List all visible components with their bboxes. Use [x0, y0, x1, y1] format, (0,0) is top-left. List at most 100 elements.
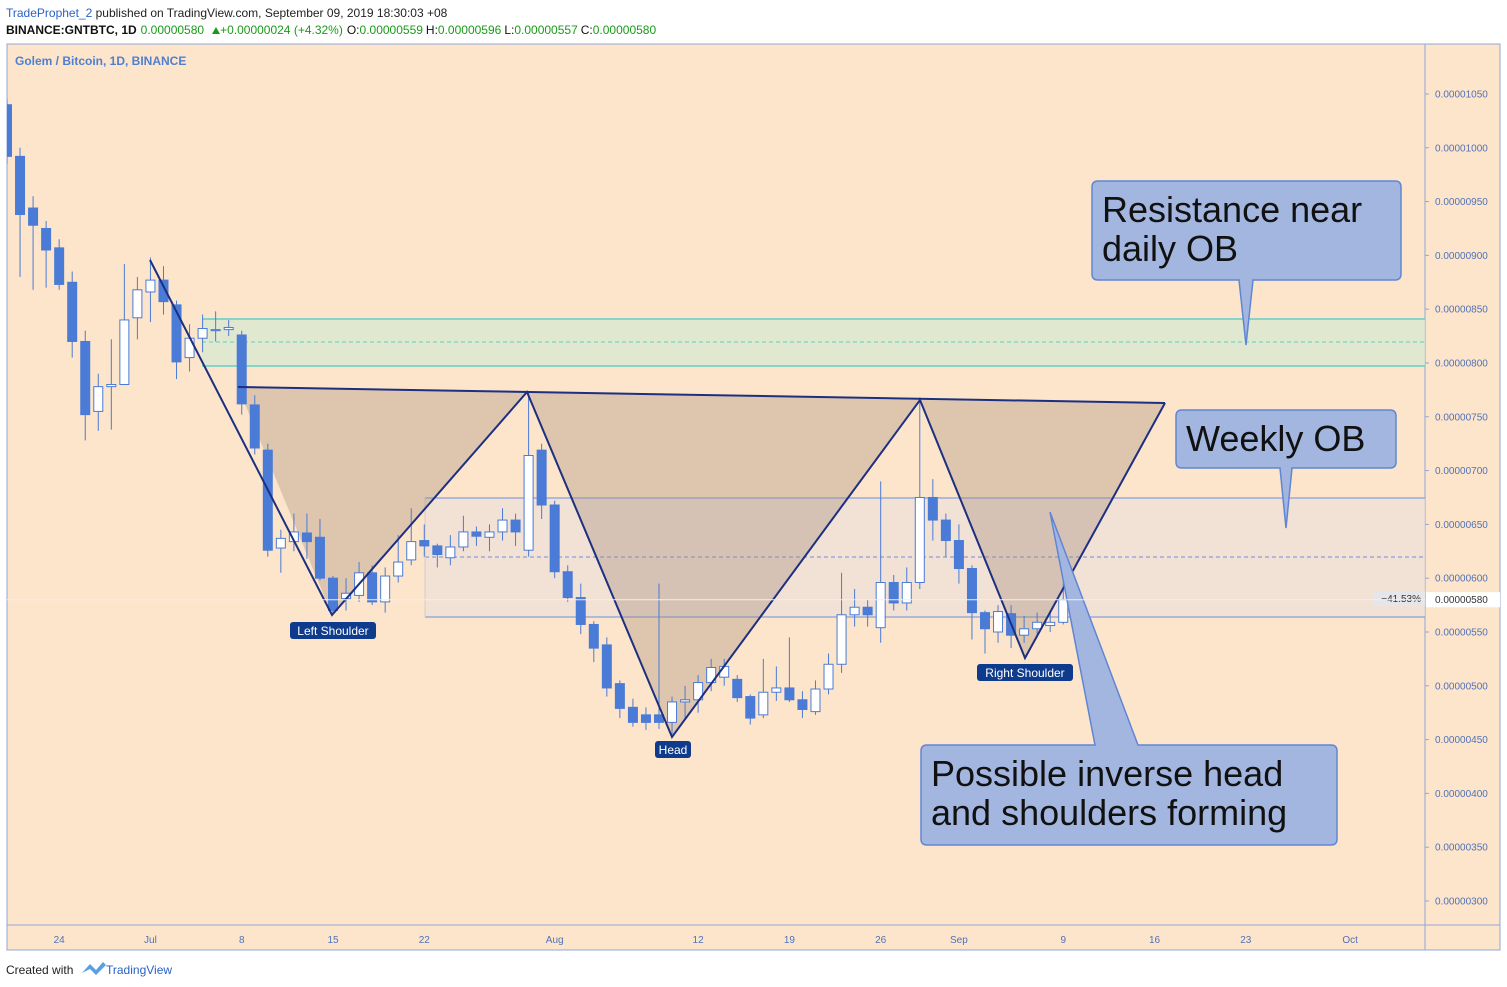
x-tick-label: Jul	[144, 935, 157, 946]
neckline	[237, 386, 1166, 404]
candle-body	[862, 606, 873, 616]
candle-body	[15, 155, 26, 215]
candle-body	[328, 577, 338, 611]
label-box	[977, 664, 1073, 681]
candle-body	[588, 623, 599, 649]
x-tick-label: Aug	[546, 935, 564, 946]
brand-logo	[82, 962, 106, 975]
y-tick-label: 0.00000650	[1435, 520, 1488, 531]
candle-body	[836, 614, 847, 665]
candle-body	[980, 612, 990, 630]
candle-body	[67, 281, 78, 342]
candle-body	[784, 687, 795, 701]
x-tick-label: 16	[1149, 935, 1161, 946]
x-tick-label: 22	[419, 935, 431, 946]
candle-body	[158, 279, 169, 303]
callout-box	[1091, 180, 1402, 346]
ohlc-value: 0.00000596	[438, 23, 502, 37]
last-price-tag	[1426, 592, 1500, 608]
candle-body	[901, 581, 912, 604]
candle-body	[1019, 628, 1030, 636]
candle-body	[510, 519, 521, 533]
ohlc-value: 0.00000559	[360, 23, 424, 37]
up-arrow	[212, 27, 220, 34]
candle-body	[249, 404, 260, 449]
candle-body	[314, 536, 325, 579]
y-tick-label: 0.00000700	[1435, 466, 1488, 477]
footer-brand: TradingView	[106, 963, 172, 977]
y-tick-label: 0.00000350	[1435, 843, 1488, 854]
candle-body	[575, 597, 586, 625]
y-tick-label: 0.00000850	[1435, 305, 1488, 316]
published: published on TradingView.com, September …	[92, 6, 447, 20]
y-tick-label: 0.00000600	[1435, 574, 1488, 585]
candle-body	[106, 383, 117, 388]
candle-body	[940, 519, 951, 542]
x-tick-label: 9	[1060, 935, 1066, 946]
pattern-labels: Left Shoulder Head Right Shoulder	[290, 622, 1073, 758]
candle-body	[484, 531, 495, 538]
y-tick-label: 0.00000950	[1435, 197, 1488, 208]
x-tick-label: 15	[327, 935, 339, 946]
head-label: Head	[659, 743, 688, 757]
candle-body	[497, 519, 508, 533]
label-box	[290, 622, 376, 639]
candle-body	[667, 701, 678, 723]
candle-body	[601, 644, 612, 689]
candle-body	[966, 568, 977, 614]
pattern-lines	[149, 259, 1166, 740]
candle-body	[406, 541, 417, 561]
candle-body	[145, 279, 156, 293]
last-price-label: 0.00000580	[1435, 595, 1488, 606]
candle-body	[849, 606, 860, 616]
candle-body	[745, 696, 756, 719]
head-fill	[527, 392, 920, 737]
candle-body	[523, 455, 534, 551]
footer-created: Created with	[6, 963, 73, 977]
pattern-line	[149, 259, 1166, 740]
candle-body	[771, 687, 782, 693]
measure-box	[1373, 591, 1425, 606]
candle-body	[301, 532, 312, 543]
candle-body	[458, 531, 469, 548]
last: 0.00000580	[141, 23, 205, 37]
author: TradeProphet_2	[6, 6, 93, 20]
x-tick-label: 23	[1240, 935, 1252, 946]
chart-title: Golem / Bitcoin, 1D, BINANCE	[15, 54, 186, 68]
candle-body	[693, 682, 704, 701]
candle-body	[1045, 621, 1056, 627]
ohlc-label: C:	[581, 23, 593, 37]
candle-body	[888, 581, 899, 604]
callout-box	[920, 511, 1338, 846]
candle-body	[627, 706, 638, 723]
x-tick-label: 8	[239, 935, 245, 946]
x-tick-label: 19	[784, 935, 796, 946]
candle-body	[953, 540, 964, 570]
candle-body	[732, 678, 743, 699]
y-tick-label: 0.00000750	[1435, 412, 1488, 423]
candle-body	[914, 496, 925, 583]
x-tick-label: 12	[693, 935, 705, 946]
ohlc-value: 0.00000580	[593, 23, 657, 37]
x-tick-label: 26	[875, 935, 887, 946]
candle-body	[927, 496, 938, 521]
shoulder-fill	[238, 387, 527, 615]
left-shoulder-label: Left Shoulder	[297, 624, 368, 638]
y-tick-label: 0.00000500	[1435, 681, 1488, 692]
y-tick-label: 0.00000800	[1435, 358, 1488, 369]
pattern-fills	[238, 387, 1165, 737]
quote-line: BINANCE:GNTBTC, 1D 0.00000580 +0.00000024 …	[6, 23, 656, 37]
y-tick-label: 0.00001050	[1435, 89, 1488, 100]
x-tick-label: Oct	[1342, 935, 1358, 946]
candle-body	[758, 691, 769, 716]
candle-body	[41, 227, 52, 251]
candle-body	[810, 688, 821, 713]
candle-body	[197, 328, 208, 339]
candle-body	[93, 386, 104, 412]
callout-box	[1175, 409, 1397, 529]
candle-body	[536, 449, 547, 506]
y-tick-label: 0.00000300	[1435, 897, 1488, 908]
candle-body	[471, 531, 482, 537]
